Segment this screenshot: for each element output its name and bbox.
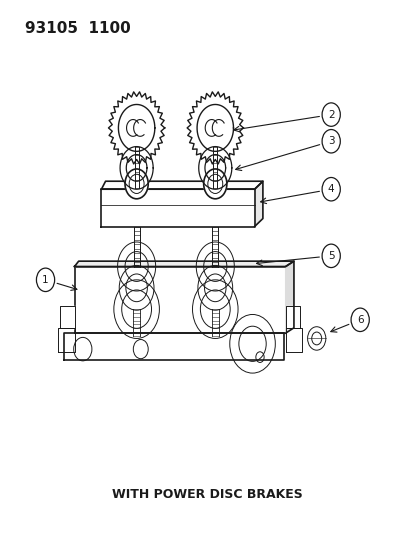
Text: 3: 3 xyxy=(327,136,334,146)
Text: 6: 6 xyxy=(356,315,363,325)
Circle shape xyxy=(125,169,148,199)
Polygon shape xyxy=(74,266,285,333)
Text: 93105  1100: 93105 1100 xyxy=(25,21,130,36)
Text: 1: 1 xyxy=(42,275,49,285)
Polygon shape xyxy=(64,333,283,360)
Polygon shape xyxy=(254,181,262,227)
Text: 2: 2 xyxy=(327,110,334,119)
Polygon shape xyxy=(285,306,299,328)
Polygon shape xyxy=(58,328,74,352)
Polygon shape xyxy=(285,261,293,333)
Polygon shape xyxy=(60,306,74,328)
Polygon shape xyxy=(285,328,301,352)
Polygon shape xyxy=(101,181,262,189)
Text: WITH POWER DISC BRAKES: WITH POWER DISC BRAKES xyxy=(112,488,301,501)
Text: 5: 5 xyxy=(327,251,334,261)
Polygon shape xyxy=(74,261,293,266)
Polygon shape xyxy=(101,189,254,227)
Text: 4: 4 xyxy=(327,184,334,194)
Circle shape xyxy=(203,169,226,199)
